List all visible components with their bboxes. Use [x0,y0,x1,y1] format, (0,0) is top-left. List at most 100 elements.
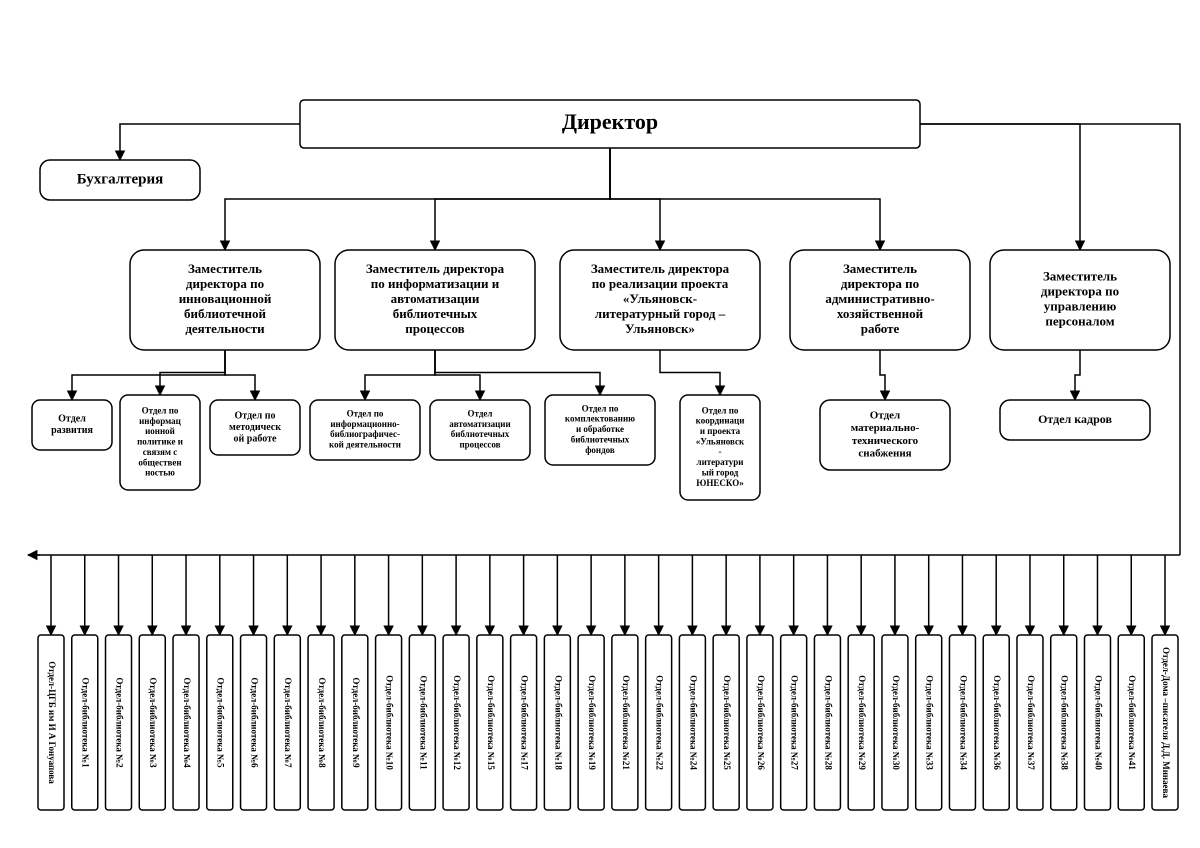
node-label: Ульяновск» [625,321,695,336]
library-box: Отдел-библиотека №41 [1118,635,1144,810]
node-label: Заместитель [843,261,917,276]
node-d3a: Отдел покоординации проекта«Ульяновск-ли… [680,395,760,500]
node-director: Директор [300,100,920,148]
node-label: обществен [138,457,181,467]
node-label: библиотечной [184,306,266,321]
library-label: Отдел-библиотека №17 [520,675,530,770]
node-label: Заместитель [188,261,262,276]
node-label: библиотечных [393,306,478,321]
node-d1c: Отдел пометодической работе [210,400,300,455]
node-label: Отдел [870,410,900,422]
edge [435,350,600,395]
library-label: Отдел-библиотека №5 [216,677,226,768]
node-d5a: Отдел кадров [1000,400,1150,440]
library-label: Отдел-библиотека №37 [1026,675,1036,770]
library-label: Отдел-библиотека №21 [621,675,631,770]
node-label: Отдел по [702,405,739,415]
node-label: Отдел по [347,409,384,419]
node-label: «Ульяновск [696,436,745,446]
library-box: Отдел-Дома –писателя Д.Д. Минаева [1152,635,1178,810]
library-box: Отдел-библиотека №12 [443,635,469,810]
node-dep3: Заместитель директорапо реализации проек… [560,250,760,350]
node-label: по информатизации и [371,276,500,291]
library-label: Отдел-библиотека №22 [655,675,665,770]
library-label: Отдел-библиотека №27 [790,675,800,770]
library-box: Отдел-библиотека №17 [511,635,537,810]
library-label: Отдел-библиотека №15 [486,675,496,770]
library-box: Отдел-библиотека №37 [1017,635,1043,810]
node-label: библиотечных [451,429,510,439]
node-label: технического [852,435,919,447]
node-label: и обработке [576,424,624,434]
node-label: управлению [1044,298,1117,313]
node-label: Отдел по [582,403,619,413]
node-dep2: Заместитель директорапо информатизации и… [335,250,535,350]
library-label: Отдел-библиотека №3 [148,677,158,768]
library-box: Отдел-библиотека №21 [612,635,638,810]
library-label: Отдел-библиотека №24 [688,675,698,770]
node-dep5: Заместительдиректора поуправлениюперсона… [990,250,1170,350]
node-label: политике и [137,437,183,447]
library-label: Отдел-библиотека №38 [1060,675,1070,770]
library-box: Отдел-библиотека №18 [544,635,570,810]
node-label: Заместитель [1043,269,1117,284]
library-label: Отдел-библиотека №33 [925,675,935,770]
library-label: Отдел-библиотека №6 [249,677,259,768]
library-label: Отдел-библиотека №9 [351,677,361,768]
library-box: Отдел-библиотека №9 [342,635,368,810]
edge [120,124,300,160]
node-label: Отдел кадров [1038,412,1112,426]
node-accounting: Бухгалтерия [40,160,200,200]
node-label: Отдел по [142,406,179,416]
library-label: Отдел-библиотека №25 [722,675,732,770]
library-label: Отдел-библиотека №28 [823,675,833,770]
node-label: и проекта [700,426,741,436]
edge [365,350,435,400]
library-box: Отдел-библиотека №6 [241,635,267,810]
edge [435,148,610,250]
node-label: деятельности [185,321,265,336]
node-label: директора по [186,276,264,291]
library-label: Отдел-библиотека №26 [756,675,766,770]
edge [225,350,255,400]
library-label: Отдел-библиотека №4 [182,677,192,768]
library-box: Отдел-библиотека №30 [882,635,908,810]
node-label: административно- [825,291,934,306]
library-box: Отдел-библиотека №19 [578,635,604,810]
node-label: автоматизации [449,419,510,429]
node-label: персоналом [1045,313,1114,328]
library-box: Отдел-библиотека №7 [274,635,300,810]
library-box: Отдел-библиотека №15 [477,635,503,810]
library-box: Отдел-библиотека №2 [106,635,132,810]
library-box: Отдел-библиотека №4 [173,635,199,810]
library-box: Отдел-библиотека №27 [781,635,807,810]
library-label: Отдел-библиотека №10 [385,675,395,770]
node-label: материально- [851,422,920,434]
library-box: Отдел-библиотека №3 [139,635,165,810]
library-label: Отдел-библиотека №11 [418,675,428,770]
node-label: работе [861,321,900,336]
library-box: Отдел-библиотека №40 [1084,635,1110,810]
org-chart: ДиректорБухгалтерияЗаместительдиректора … [0,0,1200,848]
node-label: «Ульяновск- [623,291,697,306]
library-label: Отдел-библиотека №2 [114,677,124,768]
node-label: автоматизации [391,291,480,306]
node-label: снабжения [858,448,911,460]
node-label: процессов [405,321,464,336]
node-label: литературный город – [595,306,726,321]
library-label: Отдел-библиотека №41 [1127,675,1137,770]
edge [610,148,880,250]
node-dep4: Заместительдиректора поадминистративно-х… [790,250,970,350]
edge [920,124,1080,250]
node-label: Директор [562,109,658,134]
node-label: Отдел [58,414,86,425]
node-label: фондов [585,445,615,455]
library-label: Отдел-ЦГБ им И А Гонуапова [47,661,57,784]
node-label: ый город [702,467,739,477]
node-label: ЮНЕСКО» [696,478,744,488]
library-box: Отдел-библиотека №28 [814,635,840,810]
edge [435,350,480,400]
library-box: Отдел-библиотека №25 [713,635,739,810]
library-box: Отдел-библиотека №33 [916,635,942,810]
node-label: хозяйственной [837,306,924,321]
